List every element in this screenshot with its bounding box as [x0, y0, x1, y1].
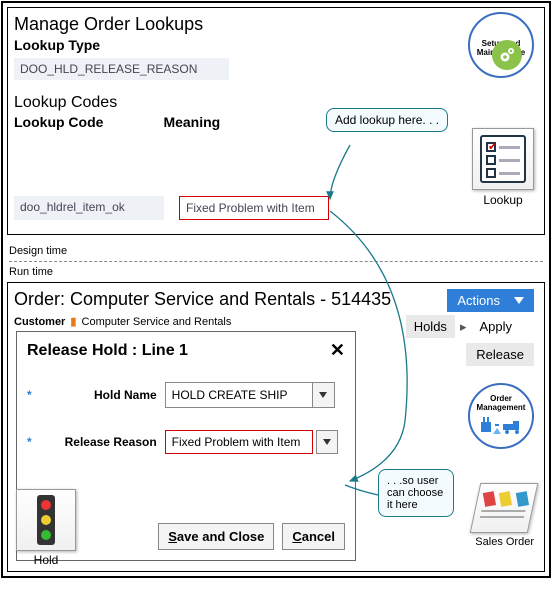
page-title: Manage Order Lookups: [14, 14, 538, 35]
hold-button[interactable]: Hold: [16, 489, 76, 567]
release-reason-label: Release Reason: [35, 435, 165, 449]
checklist-icon: ✔: [480, 135, 526, 183]
lookup-button[interactable]: ✔ Lookup: [472, 128, 534, 207]
chevron-down-icon: [514, 297, 524, 304]
menu-holds[interactable]: Holds: [406, 315, 455, 338]
user-choose-callout: . . .so user can choose it here: [378, 469, 454, 517]
menu-apply[interactable]: Apply: [471, 315, 520, 338]
gear-icon: [492, 40, 522, 70]
release-reason-value: Fixed Problem with Item: [166, 431, 312, 453]
manage-order-lookups-panel: Manage Order Lookups Lookup Type DOO_HLD…: [7, 7, 545, 235]
lookup-codes-heading: Lookup Codes: [14, 94, 538, 112]
close-icon[interactable]: ✕: [330, 340, 345, 361]
sales-order-button[interactable]: Sales Order: [475, 483, 534, 548]
customer-value: Computer Service and Rentals: [82, 316, 232, 328]
hold-name-label: Hold Name: [35, 388, 165, 402]
release-reason-select[interactable]: Fixed Problem with Item: [165, 430, 313, 454]
required-marker: *: [27, 388, 32, 402]
customer-label: Customer: [14, 316, 65, 328]
order-management-badge[interactable]: Order Management: [468, 383, 534, 449]
traffic-light-icon: [37, 495, 55, 545]
design-runtime-divider: Design time Run time: [9, 245, 543, 278]
flag-icon: ▮: [70, 316, 76, 328]
dropdown-icon[interactable]: [316, 430, 338, 454]
tags-icon: [483, 492, 530, 506]
design-time-label: Design time: [9, 245, 543, 257]
actions-button[interactable]: Actions: [447, 289, 534, 312]
hold-caption: Hold: [16, 553, 76, 567]
hold-name-value: HOLD CREATE SHIP: [166, 384, 312, 406]
holds-menu: Holds ▸ Apply: [406, 315, 520, 338]
lookup-meaning-value[interactable]: Fixed Problem with Item: [179, 196, 329, 220]
lookup-type-value[interactable]: DOO_HLD_RELEASE_REASON: [14, 58, 229, 80]
dropdown-icon[interactable]: [312, 383, 334, 407]
run-time-label: Run time: [9, 266, 543, 278]
hold-name-select[interactable]: HOLD CREATE SHIP: [165, 382, 335, 408]
lookup-caption: Lookup: [472, 193, 534, 207]
col-meaning: Meaning: [163, 114, 220, 130]
save-and-close-button[interactable]: Save and Close: [158, 523, 274, 550]
cancel-button[interactable]: Cancel: [282, 523, 345, 550]
release-button[interactable]: Release: [466, 343, 534, 366]
dialog-title: Release Hold : Line 1: [27, 342, 345, 360]
add-lookup-callout: Add lookup here. . .: [326, 108, 448, 132]
actions-label: Actions: [457, 293, 500, 308]
col-lookup-code: Lookup Code: [14, 114, 103, 130]
chevron-right-icon: ▸: [455, 319, 472, 335]
lookup-type-label: Lookup Type: [14, 37, 538, 53]
factory-truck-icon: [479, 412, 523, 439]
required-marker: *: [27, 435, 32, 449]
order-management-label: Order Management: [470, 394, 532, 412]
sales-order-caption: Sales Order: [475, 536, 534, 548]
lookup-row: doo_hldrel_item_ok Fixed Problem with It…: [14, 196, 329, 220]
lookup-code-value[interactable]: doo_hldrel_item_ok: [14, 196, 164, 220]
order-panel: Order: Computer Service and Rentals - 51…: [7, 282, 545, 572]
setup-maintenance-badge[interactable]: Setup and Maintenance: [468, 12, 534, 78]
